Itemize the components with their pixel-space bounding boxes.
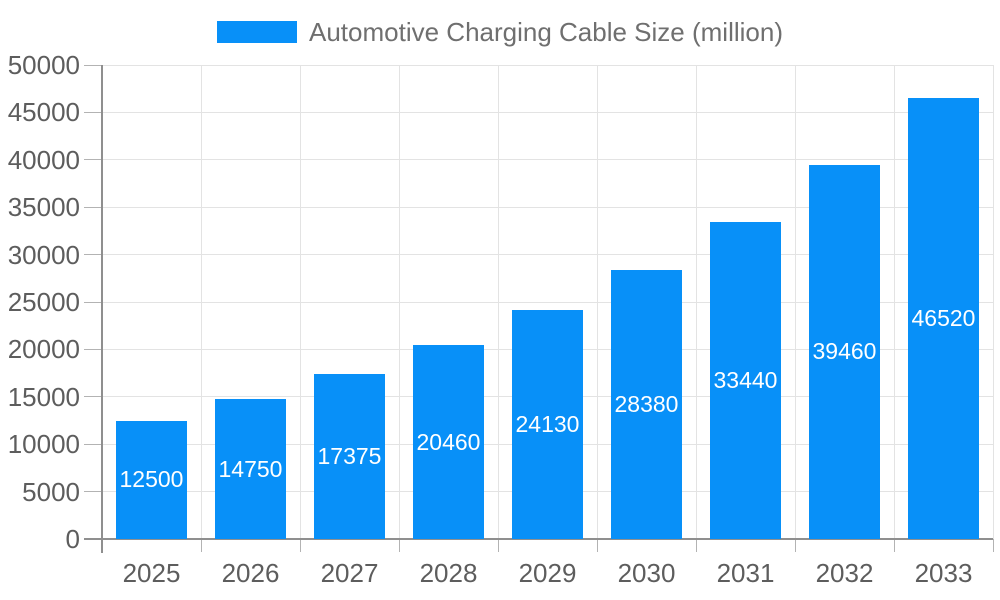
y-tick xyxy=(84,111,102,113)
x-axis-label: 2030 xyxy=(617,558,676,588)
x-grid-line xyxy=(992,65,994,539)
bar-value-label: 39460 xyxy=(812,338,877,365)
y-tick xyxy=(84,396,102,398)
y-grid-line xyxy=(102,64,993,66)
bar-value-label: 28380 xyxy=(614,390,679,417)
y-tick-label: 20000 xyxy=(7,334,80,365)
x-grid-line xyxy=(200,65,202,539)
y-tick-label: 5000 xyxy=(22,476,80,507)
legend-item[interactable]: Automotive Charging Cable Size (million) xyxy=(0,14,1000,50)
bar-value-label: 12500 xyxy=(119,466,184,493)
x-tick xyxy=(398,539,400,552)
bar-value-label: 20460 xyxy=(416,428,481,455)
bar-value-label: 17375 xyxy=(317,443,382,470)
x-tick xyxy=(695,539,697,552)
x-tick xyxy=(794,539,796,552)
y-tick xyxy=(84,491,102,493)
x-axis-label: 2025 xyxy=(122,558,181,588)
y-grid-line xyxy=(102,254,993,256)
y-grid-line xyxy=(102,159,993,161)
x-axis-label: 2029 xyxy=(518,558,577,588)
x-grid-line xyxy=(398,65,400,539)
bar-2025: 12500 xyxy=(116,420,187,539)
bar-2033: 46520 xyxy=(908,97,979,539)
y-tick-label: 50000 xyxy=(7,50,80,80)
x-grid-line xyxy=(299,65,301,539)
bar-value-label: 33440 xyxy=(713,366,778,393)
y-grid-line xyxy=(102,206,993,208)
x-axis-label: 2027 xyxy=(320,558,379,588)
y-tick-label: 0 xyxy=(65,524,80,554)
y-tick-label: 30000 xyxy=(7,239,80,270)
x-tick xyxy=(596,539,598,552)
bar-2031: 33440 xyxy=(710,221,781,539)
x-grid-line xyxy=(794,65,796,539)
x-axis-label: 2032 xyxy=(815,558,874,588)
bar-2029: 24130 xyxy=(512,310,583,539)
bar-2026: 14750 xyxy=(215,399,286,539)
x-axis-label: 2028 xyxy=(419,558,478,588)
y-tick-label: 45000 xyxy=(7,97,80,128)
x-tick xyxy=(299,539,301,552)
y-tick xyxy=(84,64,102,66)
legend-label: Automotive Charging Cable Size (million) xyxy=(309,16,783,47)
x-axis-label: 2033 xyxy=(914,558,973,588)
y-tick-label: 15000 xyxy=(7,381,80,412)
x-axis-label: 2031 xyxy=(716,558,775,588)
x-tick xyxy=(200,539,202,552)
x-tick xyxy=(497,539,499,552)
y-tick-label: 40000 xyxy=(7,144,80,175)
bar-2030: 28380 xyxy=(611,269,682,539)
y-tick xyxy=(84,159,102,161)
y-tick xyxy=(84,301,102,303)
y-tick xyxy=(84,254,102,256)
y-tick xyxy=(84,348,102,350)
x-axis-label: 2026 xyxy=(221,558,280,588)
bar-2028: 20460 xyxy=(413,345,484,539)
bar-2032: 39460 xyxy=(809,164,880,539)
y-tick xyxy=(84,206,102,208)
bar-value-label: 14750 xyxy=(218,455,283,482)
x-axis-line xyxy=(84,538,993,540)
y-grid-line xyxy=(102,301,993,303)
bar-value-label: 46520 xyxy=(911,304,976,331)
x-tick xyxy=(992,539,994,552)
y-grid-line xyxy=(102,111,993,113)
y-tick-label: 25000 xyxy=(7,287,80,317)
bar-value-label: 24130 xyxy=(515,411,580,438)
x-tick xyxy=(893,539,895,552)
legend-swatch xyxy=(217,21,297,43)
y-tick xyxy=(84,443,102,445)
x-grid-line xyxy=(893,65,895,539)
bar-2027: 17375 xyxy=(314,374,385,539)
x-grid-line xyxy=(596,65,598,539)
x-grid-line xyxy=(497,65,499,539)
y-tick-label: 10000 xyxy=(7,429,80,460)
y-tick-label: 35000 xyxy=(7,192,80,223)
y-axis-line xyxy=(101,65,103,553)
x-grid-line xyxy=(695,65,697,539)
